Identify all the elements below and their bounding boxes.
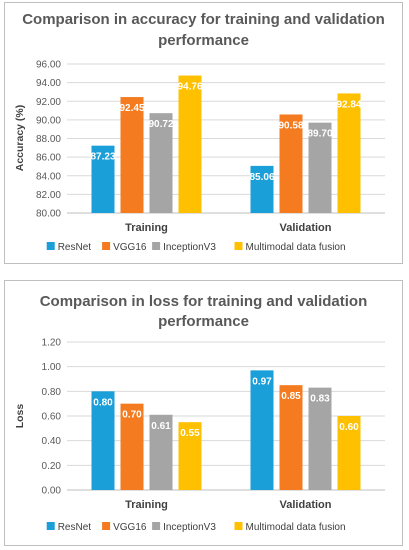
accuracy-x-category-label: Training — [125, 222, 168, 234]
accuracy-bar-inceptionv3-training — [149, 113, 173, 213]
loss-x-category-label: Training — [125, 499, 168, 511]
accuracy-y-tick-label: 92.00 — [36, 97, 61, 108]
accuracy-legend-label: VGG16 — [113, 242, 147, 253]
accuracy-legend-label: InceptionV3 — [163, 242, 216, 253]
loss-legend-swatch — [46, 522, 55, 530]
accuracy-data-label: 92.45 — [119, 103, 144, 114]
loss-y-tick-label: 0.20 — [42, 461, 62, 472]
loss-y-axis-label: Loss — [14, 404, 26, 429]
accuracy-legend-swatch — [46, 242, 55, 250]
accuracy-chart-panel: Comparison in accuracy for training and … — [4, 2, 403, 264]
loss-data-label: 0.61 — [151, 421, 171, 432]
loss-legend-label: Multimodal data fusion — [246, 522, 346, 533]
loss-bar-inceptionv3-validation — [308, 387, 332, 490]
accuracy-y-tick-label: 96.00 — [36, 60, 61, 71]
loss-bar-inceptionv3-training — [149, 414, 173, 490]
accuracy-data-label: 94.76 — [177, 82, 202, 93]
accuracy-bar-resnet-training — [91, 145, 115, 213]
accuracy-bar-multimodal-data-fusion-training — [178, 75, 202, 213]
accuracy-data-label: 92.84 — [336, 99, 361, 110]
accuracy-legend-label: Multimodal data fusion — [246, 242, 346, 253]
loss-chart: Comparison in loss for training and vali… — [14, 293, 385, 533]
accuracy-bar-multimodal-data-fusion-validation — [337, 93, 361, 213]
accuracy-y-axis-label: Accuracy (%) — [14, 105, 26, 172]
loss-data-label: 0.80 — [93, 397, 113, 408]
accuracy-y-tick-label: 86.00 — [36, 153, 61, 164]
accuracy-y-tick-label: 88.00 — [36, 134, 61, 145]
accuracy-data-label: 90.72 — [148, 119, 173, 130]
loss-y-tick-label: 1.00 — [42, 362, 62, 373]
loss-chart-title-line: Comparison in loss for training and vali… — [40, 293, 368, 310]
loss-data-label: 0.85 — [281, 391, 301, 402]
accuracy-data-label: 87.23 — [90, 152, 115, 163]
accuracy-bar-inceptionv3-validation — [308, 122, 332, 213]
loss-x-category-label: Validation — [280, 499, 332, 511]
accuracy-chart-title-line: Comparison in accuracy for training and … — [22, 11, 385, 28]
loss-bar-vgg16-validation — [279, 385, 303, 490]
accuracy-legend-swatch — [234, 242, 243, 250]
loss-bar-multimodal-data-fusion-training — [178, 422, 202, 490]
loss-legend-label: InceptionV3 — [163, 522, 216, 533]
accuracy-chart-title-line: performance — [158, 32, 249, 49]
loss-legend-swatch — [102, 522, 111, 530]
loss-bar-vgg16-training — [120, 403, 144, 490]
loss-y-tick-label: 0.40 — [42, 436, 62, 447]
accuracy-data-label: 85.06 — [249, 172, 274, 183]
accuracy-legend-swatch — [152, 242, 161, 250]
loss-bar-multimodal-data-fusion-validation — [337, 416, 361, 490]
loss-chart-title-line: performance — [158, 313, 249, 330]
accuracy-bar-vgg16-validation — [279, 114, 303, 213]
loss-y-tick-label: 1.20 — [42, 338, 62, 349]
loss-legend-swatch — [234, 522, 243, 530]
accuracy-legend-label: ResNet — [58, 242, 92, 253]
loss-bar-resnet-training — [91, 391, 115, 490]
loss-data-label: 0.83 — [310, 394, 330, 405]
accuracy-data-label: 90.58 — [278, 120, 303, 131]
loss-y-tick-label: 0.00 — [42, 486, 62, 497]
loss-data-label: 0.70 — [122, 410, 142, 421]
loss-data-label: 0.60 — [339, 422, 359, 433]
loss-legend-swatch — [152, 522, 161, 530]
loss-chart-panel: Comparison in loss for training and vali… — [4, 280, 403, 546]
accuracy-bar-resnet-validation — [250, 165, 274, 213]
loss-legend-label: ResNet — [58, 522, 92, 533]
accuracy-bar-vgg16-training — [120, 97, 144, 213]
accuracy-chart: Comparison in accuracy for training and … — [14, 11, 385, 253]
accuracy-legend-swatch — [102, 242, 111, 250]
accuracy-x-category-label: Validation — [280, 222, 332, 234]
loss-y-tick-label: 0.60 — [42, 412, 62, 423]
accuracy-y-tick-label: 94.00 — [36, 78, 61, 89]
accuracy-y-tick-label: 90.00 — [36, 115, 61, 126]
accuracy-y-tick-label: 84.00 — [36, 171, 61, 182]
accuracy-data-label: 89.70 — [307, 129, 332, 140]
accuracy-y-tick-label: 80.00 — [36, 209, 61, 220]
accuracy-y-tick-label: 82.00 — [36, 190, 61, 201]
loss-bar-resnet-validation — [250, 370, 274, 490]
loss-data-label: 0.97 — [252, 376, 272, 387]
loss-y-tick-label: 0.80 — [42, 387, 62, 398]
loss-legend-label: VGG16 — [113, 522, 147, 533]
loss-data-label: 0.55 — [180, 428, 200, 439]
